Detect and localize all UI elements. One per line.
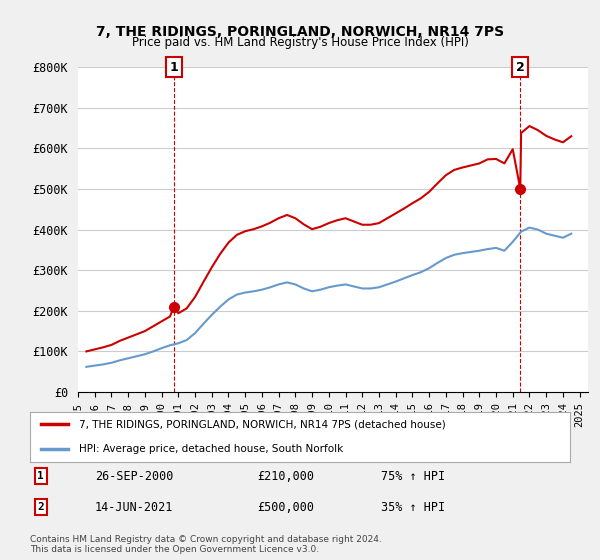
Text: 1: 1 [37,471,44,481]
Text: 2: 2 [37,502,44,512]
Text: £210,000: £210,000 [257,470,314,483]
Text: 7, THE RIDINGS, PORINGLAND, NORWICH, NR14 7PS (detached house): 7, THE RIDINGS, PORINGLAND, NORWICH, NR1… [79,419,445,429]
Text: 1: 1 [170,60,178,74]
Text: 14-JUN-2021: 14-JUN-2021 [95,501,173,514]
Text: Price paid vs. HM Land Registry's House Price Index (HPI): Price paid vs. HM Land Registry's House … [131,36,469,49]
Text: HPI: Average price, detached house, South Norfolk: HPI: Average price, detached house, Sout… [79,445,343,454]
Text: 75% ↑ HPI: 75% ↑ HPI [381,470,445,483]
Text: 35% ↑ HPI: 35% ↑ HPI [381,501,445,514]
Text: 26-SEP-2000: 26-SEP-2000 [95,470,173,483]
Text: Contains HM Land Registry data © Crown copyright and database right 2024.
This d: Contains HM Land Registry data © Crown c… [30,535,382,554]
Text: 7, THE RIDINGS, PORINGLAND, NORWICH, NR14 7PS: 7, THE RIDINGS, PORINGLAND, NORWICH, NR1… [96,25,504,39]
Text: £500,000: £500,000 [257,501,314,514]
Text: 2: 2 [516,60,524,74]
